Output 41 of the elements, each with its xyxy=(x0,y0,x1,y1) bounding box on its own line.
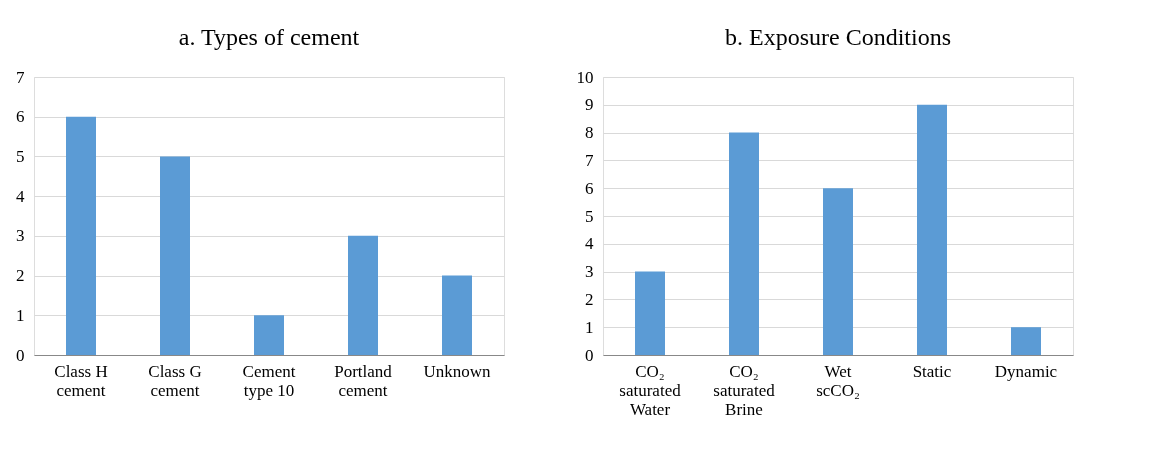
x-tick-label: Static xyxy=(912,361,952,381)
bar xyxy=(823,188,853,355)
y-tick-label: 2 xyxy=(16,266,25,286)
bar xyxy=(442,275,472,355)
y-tick-label: 7 xyxy=(585,150,594,170)
x-tick-label: Class H cement xyxy=(54,361,108,400)
y-tick-label: 3 xyxy=(16,226,25,246)
y-tick-label: 2 xyxy=(585,289,594,309)
chart-title: b. Exposure Conditions xyxy=(725,24,951,50)
x-tick-label: CO₂ saturated Water xyxy=(619,361,682,419)
y-tick-label: 1 xyxy=(585,317,594,337)
bar xyxy=(729,132,759,355)
x-tick-label: Portland cement xyxy=(334,361,393,400)
x-tick-label: Dynamic xyxy=(994,361,1058,381)
y-tick-label: 0 xyxy=(585,345,594,365)
y-tick-label: 3 xyxy=(585,262,594,282)
y-tick-label: 6 xyxy=(16,107,25,127)
y-tick-label: 4 xyxy=(16,186,25,206)
bar xyxy=(1011,327,1041,355)
bar xyxy=(635,271,665,355)
x-tick-label: Wet scCO₂ xyxy=(816,361,860,400)
bar xyxy=(160,156,190,355)
chart-title: a. Types of cement xyxy=(178,24,360,50)
y-tick-label: 5 xyxy=(16,146,25,166)
bar xyxy=(917,104,947,355)
y-tick-label: 5 xyxy=(585,206,594,226)
y-tick-label: 6 xyxy=(585,178,594,198)
y-tick-label: 9 xyxy=(585,95,594,115)
x-tick-label: Class G cement xyxy=(148,361,202,400)
x-tick-label: CO₂ saturated Brine xyxy=(713,361,776,419)
bar xyxy=(254,315,284,355)
x-tick-label: Cement type 10 xyxy=(242,361,296,400)
y-tick-label: 0 xyxy=(16,345,25,365)
y-tick-label: 8 xyxy=(585,123,594,143)
bar xyxy=(66,116,96,355)
y-tick-label: 1 xyxy=(16,305,25,325)
y-tick-label: 10 xyxy=(576,67,594,87)
x-tick-label: Unknown xyxy=(423,361,492,381)
y-tick-label: 4 xyxy=(585,234,594,254)
y-tick-label: 7 xyxy=(16,67,25,87)
bar xyxy=(348,235,378,355)
